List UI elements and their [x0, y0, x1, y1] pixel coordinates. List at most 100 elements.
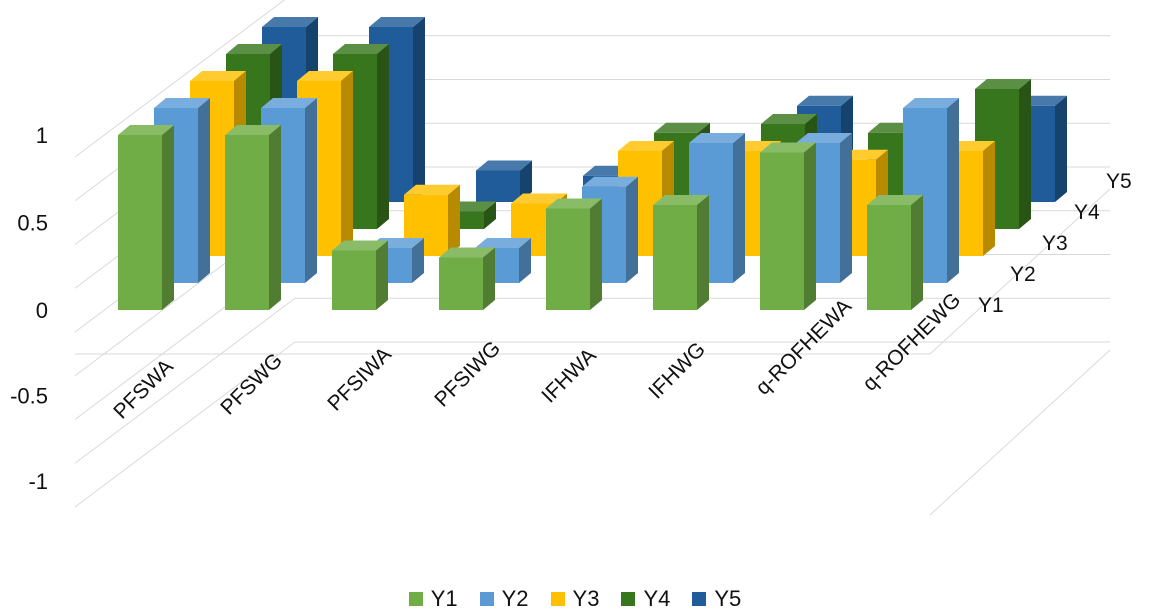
bar-Y1-IFHWA [546, 198, 602, 310]
category-label: PFSIWG [430, 337, 505, 412]
bar-front [118, 135, 162, 310]
bar-top [262, 17, 318, 27]
bar-front [476, 170, 520, 202]
bar-Y1-PFSWG [225, 125, 281, 310]
legend: Y1 Y2 Y3 Y4 Y5 [0, 586, 1150, 612]
legend-swatch [408, 592, 423, 606]
bar-top [654, 122, 710, 133]
legend-item: Y5 [692, 586, 741, 612]
y-tick-label: -1 [28, 469, 48, 494]
y-tick-label: 1 [36, 123, 48, 148]
bar-side [162, 125, 174, 310]
bar-top [225, 125, 281, 135]
depth-label: Y3 [1042, 232, 1068, 255]
legend-label: Y4 [643, 586, 671, 611]
bar-side [911, 195, 923, 310]
y-tick-label: 0.5 [17, 211, 48, 236]
legend-swatch [692, 592, 707, 606]
bar-front [225, 135, 269, 310]
legend-item: Y2 [479, 586, 529, 612]
bar-side [484, 201, 496, 229]
bar-top [689, 133, 745, 143]
gridline-side [74, 297, 296, 464]
legend-item: Y1 [408, 586, 458, 612]
wall-right-edge [929, 349, 1111, 516]
depth-label: Y4 [1074, 201, 1100, 224]
bar-side [377, 44, 389, 229]
category-label: PFSWA [109, 355, 178, 424]
bar-front [653, 205, 697, 310]
bar-Y1-q-ROFHEWG [867, 195, 923, 310]
bar-top [475, 238, 531, 248]
bar-side [341, 71, 353, 256]
bar-side [733, 133, 745, 283]
bar-side [269, 125, 281, 310]
bar-side [697, 195, 709, 310]
bar-side [804, 142, 816, 310]
legend-swatch [550, 592, 565, 606]
bar-side [519, 238, 531, 283]
bar-top [439, 247, 495, 258]
legend-item: Y4 [621, 586, 670, 612]
bar-side [1019, 79, 1031, 229]
bars [118, 17, 1067, 310]
bar-side [198, 98, 210, 283]
bar-top [903, 98, 959, 108]
bar-side [305, 98, 317, 283]
bar-side [840, 133, 852, 283]
legend-label: Y1 [430, 586, 458, 611]
depth-label: Y1 [978, 294, 1004, 317]
bar-side [947, 98, 959, 283]
gridline-side [74, 0, 286, 158]
bar-side [520, 160, 532, 202]
legend-item: Y3 [550, 586, 600, 612]
bar-Y1-PFSWA [118, 125, 174, 310]
bar-top [118, 125, 174, 135]
bar-side [412, 238, 424, 283]
bar-side [448, 184, 460, 256]
bar-top [653, 195, 709, 205]
legend-swatch [621, 592, 636, 606]
y-tick-label: 0 [36, 298, 48, 323]
bar-top [226, 44, 282, 54]
depth-label: Y5 [1106, 170, 1132, 193]
bar-top [761, 114, 817, 124]
y-tick-label: -0.5 [10, 384, 48, 409]
legend-swatch [479, 592, 494, 606]
bar-Y1-IFHWG [653, 195, 709, 310]
bar-top [975, 79, 1031, 89]
bar-side [483, 247, 495, 310]
depth-label: Y2 [1010, 263, 1036, 286]
bar-front [439, 257, 483, 310]
axes [75, 188, 1111, 516]
bar-top [582, 176, 638, 187]
bar-top [511, 193, 567, 204]
category-label: IFHWG [644, 338, 710, 404]
category-label: q-ROFHEWA [751, 295, 856, 400]
legend-label: Y3 [572, 586, 600, 611]
floor-right-edge [929, 188, 1111, 355]
bar-top [333, 44, 389, 54]
bar-Y1-PFSIWA [332, 240, 388, 310]
bar-top [796, 133, 852, 143]
bar-top [369, 17, 425, 27]
bar-top [190, 71, 246, 81]
bar-top [297, 71, 353, 81]
bar-side [376, 240, 388, 310]
bar-top [618, 141, 674, 151]
bar-top [332, 240, 388, 251]
bar-top [546, 198, 602, 209]
bar-top [261, 98, 317, 108]
bar-side [1055, 95, 1067, 202]
bar-top [476, 160, 532, 171]
bar-top [154, 98, 210, 108]
bar-side [983, 141, 995, 256]
bar-top [760, 142, 816, 153]
bar-top [867, 195, 923, 205]
legend-label: Y5 [714, 586, 742, 611]
bar-top [404, 184, 460, 195]
bar-Y5-PFSIWA [476, 160, 532, 202]
bar-Y1-PFSIWG [439, 247, 495, 310]
bar-front [760, 152, 804, 310]
